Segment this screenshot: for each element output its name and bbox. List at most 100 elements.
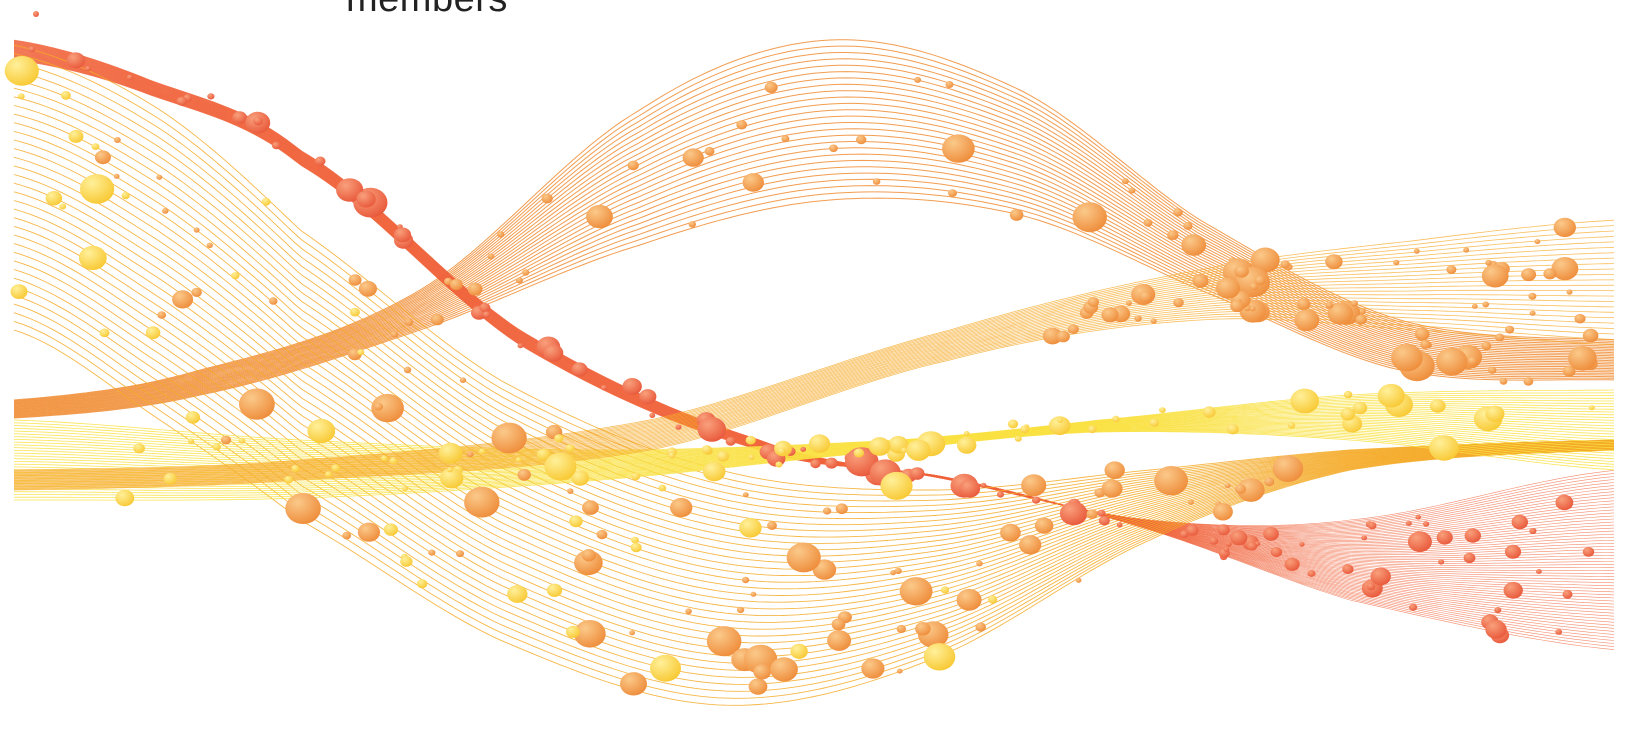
- bubble: [631, 472, 641, 481]
- wave-line: [13, 166, 1615, 415]
- bubble: [1104, 461, 1125, 480]
- bubble: [940, 586, 950, 594]
- bubble: [1377, 383, 1405, 408]
- bubble: [515, 277, 524, 284]
- bubble: [85, 65, 91, 72]
- wave-line: [13, 286, 1615, 671]
- bubble: [582, 500, 599, 515]
- bubble: [1415, 514, 1421, 520]
- bubble: [1370, 567, 1391, 586]
- wave-line: [13, 165, 1615, 577]
- bubble: [1048, 416, 1071, 436]
- wave-line: [13, 263, 1615, 478]
- bubble: [1280, 260, 1290, 269]
- bubble: [393, 227, 412, 243]
- bubble: [745, 435, 756, 445]
- bubble: [1235, 484, 1246, 494]
- bubble: [428, 549, 436, 556]
- wave-line: [14, 427, 1615, 489]
- bubble: [1173, 298, 1184, 308]
- bubble: [808, 434, 831, 453]
- bubble: [544, 452, 577, 481]
- bubble: [1436, 530, 1453, 545]
- bubble: [942, 134, 975, 163]
- bubble: [853, 448, 865, 458]
- wave-line: [13, 277, 1615, 664]
- wave-line: [13, 200, 1615, 603]
- wave-line: [13, 246, 1615, 475]
- bubble: [1223, 547, 1230, 552]
- bubble: [748, 454, 755, 460]
- bubble: [449, 279, 463, 291]
- bubble: [1325, 254, 1343, 270]
- wave-line: [13, 219, 1615, 471]
- bubble: [1101, 479, 1123, 498]
- bubble: [565, 444, 575, 453]
- bubble: [541, 193, 553, 204]
- bubble: [880, 471, 913, 500]
- bubble: [1188, 499, 1194, 505]
- bubble: [706, 626, 742, 657]
- bubble: [1173, 208, 1183, 217]
- bubble: [1134, 315, 1142, 322]
- bubble: [1224, 483, 1231, 489]
- wave-line: [13, 172, 1615, 416]
- bubble: [1528, 292, 1537, 300]
- bubble: [1553, 217, 1577, 238]
- wave-line: [13, 197, 1615, 419]
- bubble: [775, 461, 783, 468]
- bubble: [383, 523, 398, 536]
- bubble: [600, 385, 608, 391]
- bubble: [975, 622, 986, 632]
- bubble: [94, 150, 111, 165]
- bubble: [825, 457, 838, 469]
- wave-lines-group: [13, 39, 1615, 706]
- bubble: [1116, 522, 1123, 528]
- wave-line: [13, 191, 1615, 418]
- wave-line: [13, 55, 1615, 614]
- wave-line: [13, 61, 1615, 502]
- bubble: [467, 282, 483, 296]
- bubble: [206, 242, 213, 248]
- bubble: [1202, 406, 1216, 418]
- bubble: [845, 447, 879, 477]
- wave-band-orange-arch: [13, 39, 1615, 419]
- bubble: [976, 560, 983, 567]
- bubble: [743, 644, 778, 674]
- bubble: [4, 56, 39, 86]
- bubble: [1414, 327, 1430, 341]
- bubble: [1287, 422, 1296, 429]
- wave-band-amber-trough: [13, 44, 1615, 706]
- bubble: [1463, 247, 1470, 253]
- bubble: [1143, 218, 1153, 227]
- bubble: [483, 311, 491, 318]
- bubbles-group: [4, 11, 1599, 696]
- wave-line: [13, 96, 1615, 526]
- bubble: [739, 518, 762, 538]
- bubble: [307, 418, 336, 444]
- bubble: [1505, 325, 1515, 334]
- bubble: [1529, 310, 1536, 316]
- bubble: [956, 588, 982, 611]
- bubble: [980, 482, 987, 488]
- bubble: [1057, 417, 1063, 423]
- bubble: [1485, 259, 1492, 266]
- bubble: [172, 290, 194, 309]
- bubble: [1551, 257, 1579, 281]
- bubble: [770, 657, 798, 682]
- wave-line: [13, 268, 1615, 479]
- bubble: [1495, 333, 1505, 342]
- wave-line: [13, 70, 1615, 508]
- wave-line: [13, 279, 1615, 480]
- bubble: [284, 475, 293, 484]
- bubble: [1088, 425, 1097, 434]
- wave-line: [13, 257, 1615, 477]
- bubble: [1019, 535, 1042, 555]
- bubble: [639, 389, 657, 405]
- bubble: [963, 431, 970, 436]
- wave-line: [13, 174, 1615, 583]
- bubble: [239, 388, 275, 420]
- bubble: [185, 411, 201, 424]
- wave-line: [13, 284, 1615, 481]
- bubble: [1121, 178, 1129, 185]
